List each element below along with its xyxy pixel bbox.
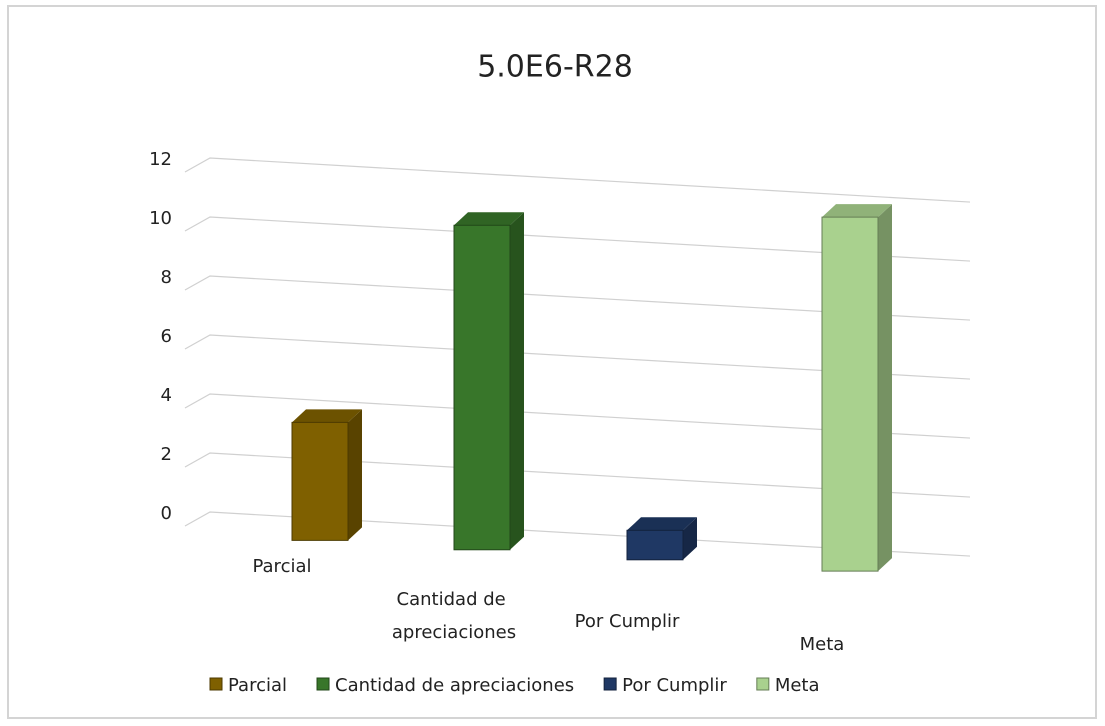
x-tick-label: Por Cumplir [575, 611, 680, 632]
y-tick-label: 2 [161, 444, 172, 465]
y-tick-label: 12 [149, 149, 172, 170]
legend-swatch [756, 677, 770, 691]
bar-top [822, 204, 892, 218]
bar-side [878, 204, 892, 572]
legend-label: Parcial [228, 675, 287, 696]
y-tick-label: 4 [161, 385, 172, 406]
grid-line [184, 334, 971, 380]
bar-side [348, 409, 362, 541]
chart-title: 5.0E6-R28 [477, 50, 633, 85]
y-tick-label: 10 [149, 208, 172, 229]
x-tick-label: Cantidad de apreciaciones [392, 589, 516, 643]
bar-side [683, 517, 697, 560]
legend-swatch [603, 677, 617, 691]
legend-label: Por Cumplir [622, 675, 727, 696]
y-tick-label: 6 [161, 326, 172, 347]
plot-area: 0 2 4 6 8 10 12 Parcial Cantidad de apreciacione… [149, 149, 971, 655]
y-tick-label: 0 [161, 503, 172, 524]
bar [626, 529, 684, 561]
legend-swatch [316, 677, 330, 691]
x-tick-label: Parcial [252, 556, 311, 577]
grid-line [184, 511, 971, 557]
bar [821, 216, 879, 572]
grid-line [184, 157, 971, 203]
legend-label: Meta [775, 675, 820, 696]
bar [291, 421, 349, 541]
legend: Parcial Cantidad de apreciaciones Por Cump… [209, 675, 820, 696]
x-tick-label: Meta [800, 634, 845, 655]
grid-line [184, 393, 971, 439]
grid-line [184, 452, 971, 498]
bar [453, 224, 511, 551]
chart-border [7, 5, 1097, 719]
bar-top [627, 517, 697, 531]
legend-swatch [209, 677, 223, 691]
grid-line [184, 275, 971, 321]
bar-side [510, 212, 524, 550]
bar-top [454, 212, 524, 226]
grid-line [184, 216, 971, 262]
legend-label: Cantidad de apreciaciones [335, 675, 574, 696]
bar-top [292, 409, 362, 423]
y-tick-label: 8 [161, 267, 172, 288]
